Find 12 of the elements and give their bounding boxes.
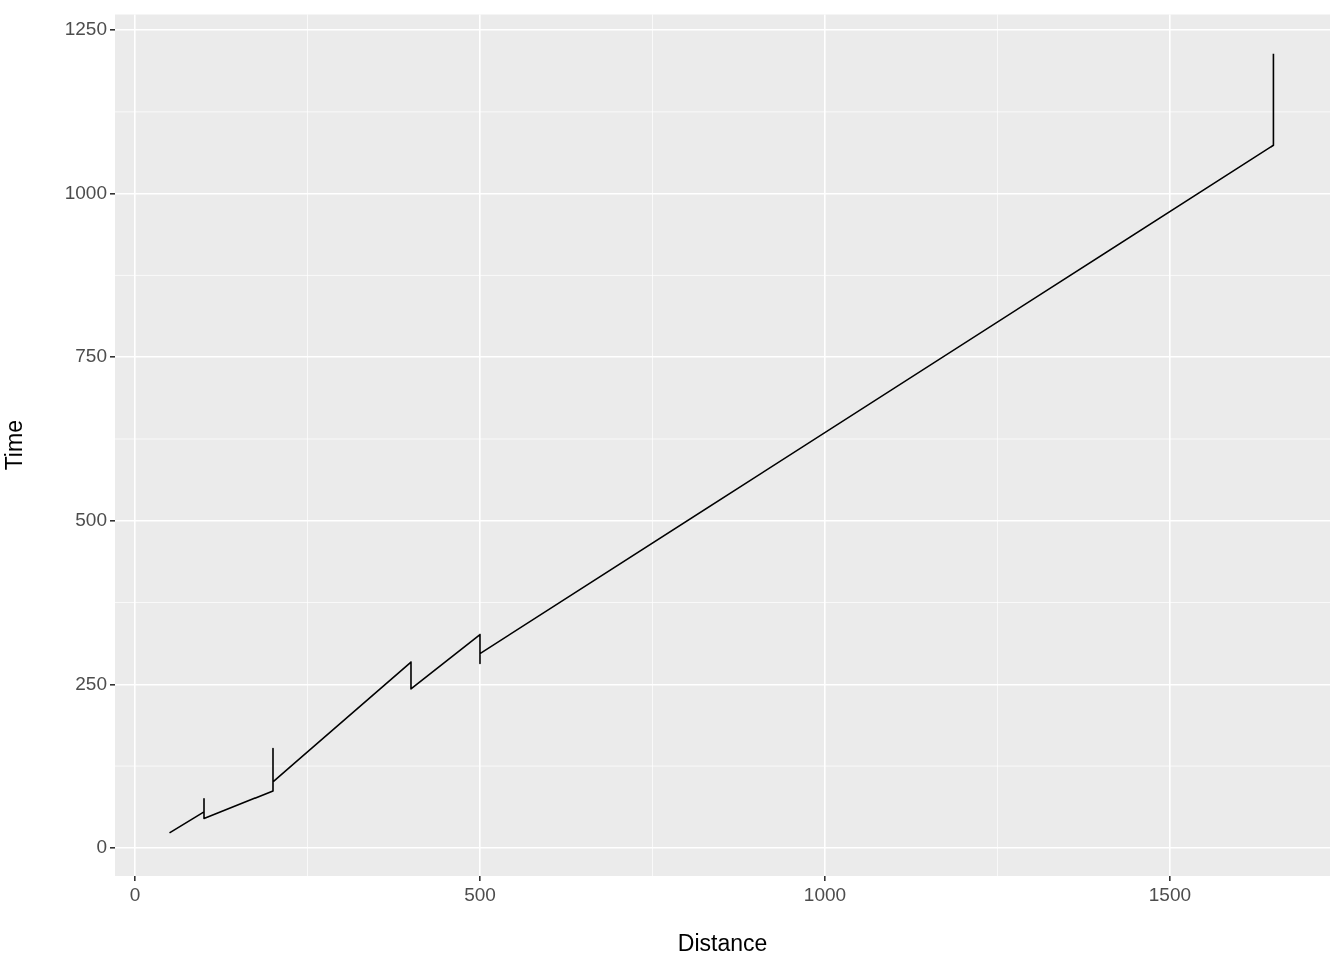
x-tick-label: 0 (129, 883, 141, 905)
y-axis-title: Time (1, 420, 28, 471)
x-axis-title: Distance (677, 929, 768, 956)
y-tick-label: 250 (75, 672, 107, 694)
y-tick-label: 1000 (64, 181, 107, 203)
x-tick-label: 1500 (1148, 883, 1192, 905)
x-tick-label: 1000 (803, 883, 847, 905)
y-tick-label: 0 (96, 836, 107, 858)
x-tick-label: 500 (464, 883, 496, 905)
y-tick-label: 1250 (64, 18, 107, 40)
y-tick-label: 500 (75, 509, 107, 530)
y-tick-label: 750 (75, 345, 107, 367)
